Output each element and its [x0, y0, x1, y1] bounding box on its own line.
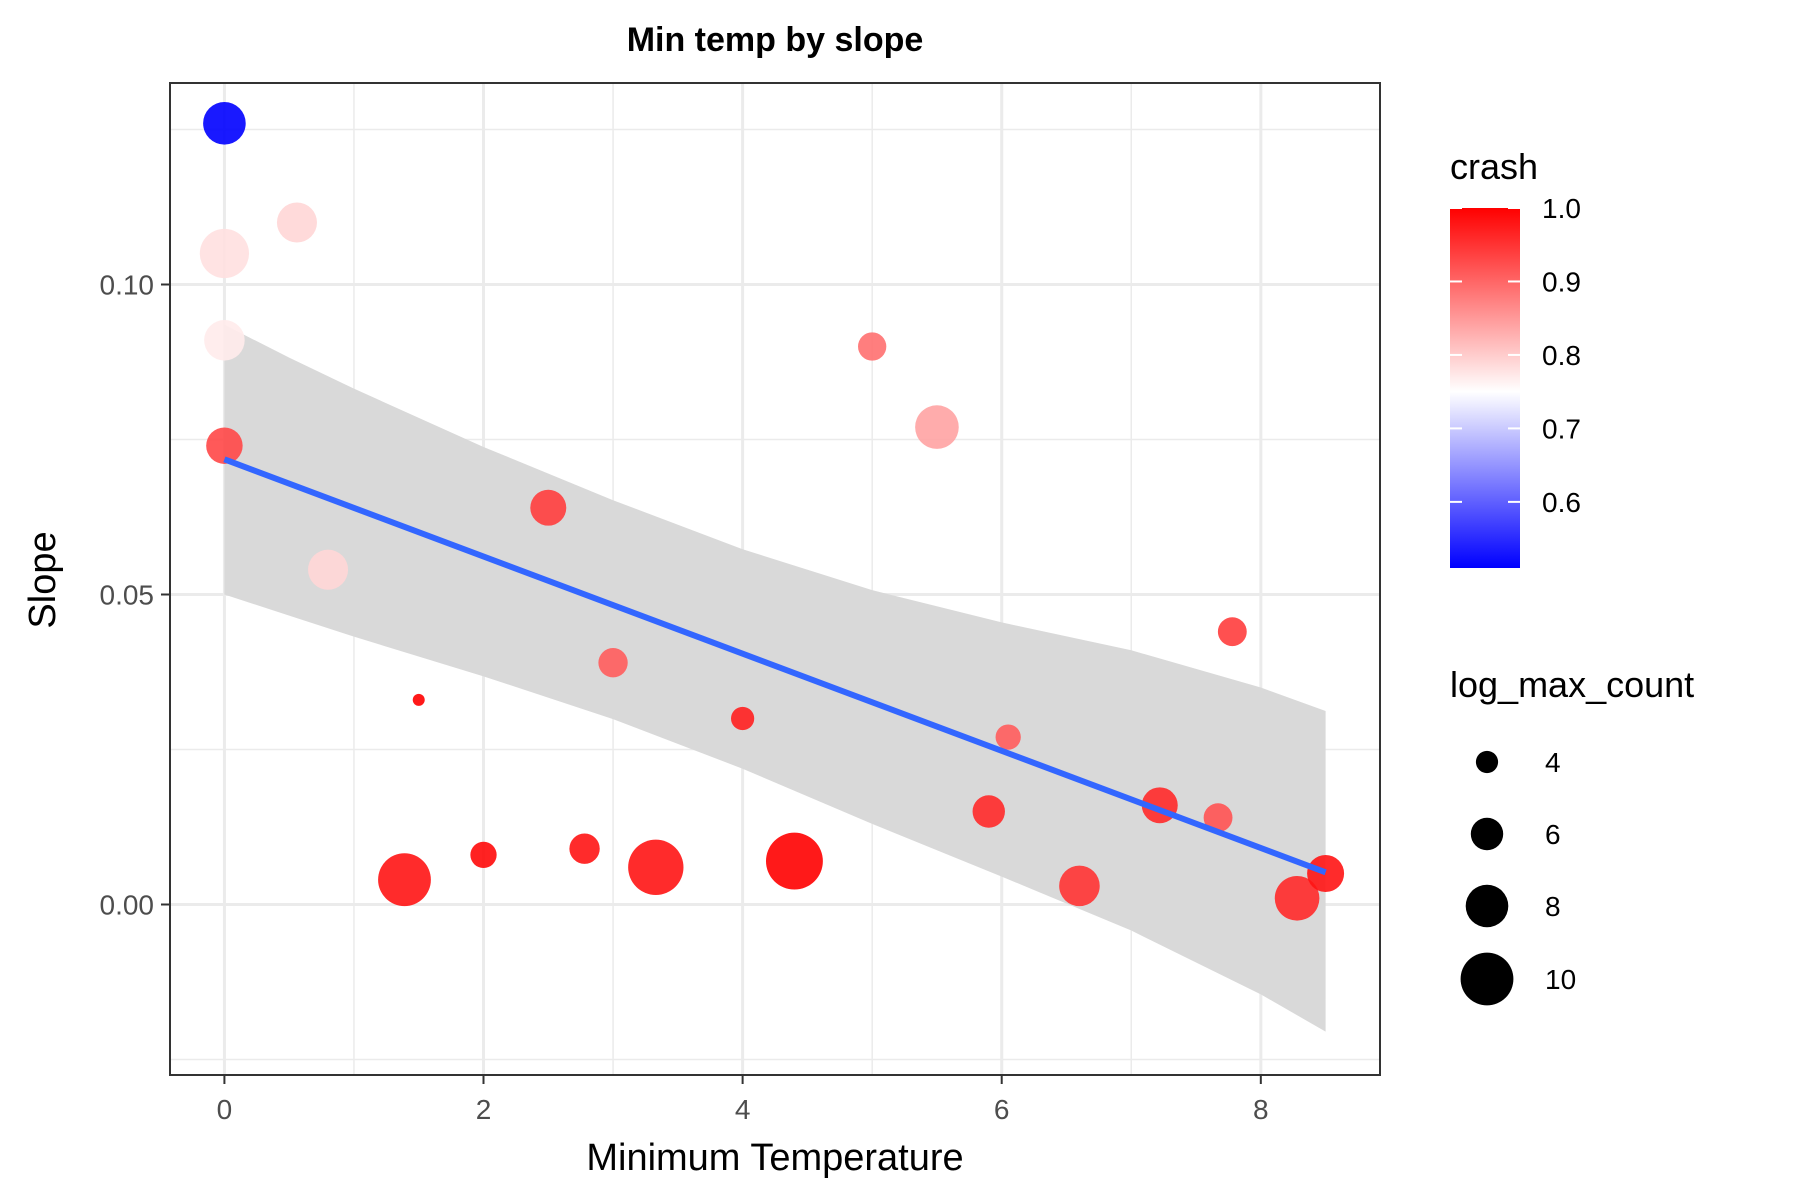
data-point: [199, 228, 250, 279]
color-legend-label: 1.0: [1542, 193, 1581, 224]
data-point: [203, 102, 246, 145]
data-point: [204, 320, 245, 361]
size-legend-symbol: [1460, 952, 1514, 1006]
size-legend-label: 8: [1545, 891, 1561, 922]
y-tick-label: 0.10: [100, 270, 155, 301]
regression-line-layer: [223, 456, 1327, 876]
color-legend: crash 1.0 0.9 0.8 0.7 0.6: [1450, 146, 1581, 568]
size-legend-label: 6: [1545, 819, 1561, 850]
x-axis-title: Minimum Temperature: [586, 1137, 963, 1179]
x-tick-label: 8: [1253, 1094, 1269, 1125]
size-legend-label: 4: [1545, 747, 1561, 778]
chart-title: Min temp by slope: [627, 21, 924, 59]
y-tick-label: 0.05: [100, 580, 155, 611]
data-point: [470, 841, 497, 869]
y-axis: 0.00 0.05 0.10: [100, 270, 170, 921]
data-point: [1059, 865, 1100, 907]
data-point: [1217, 617, 1247, 647]
size-legend-symbol: [1475, 750, 1499, 774]
size-legend-title: log_max_count: [1450, 664, 1694, 705]
x-tick-label: 4: [735, 1094, 751, 1125]
color-legend-label: 0.8: [1542, 340, 1581, 371]
x-tick-label: 2: [476, 1094, 492, 1125]
size-legend-symbol: [1465, 884, 1509, 928]
data-point: [598, 648, 628, 678]
confidence-band-layer: [224, 324, 1326, 1032]
data-point: [858, 332, 887, 361]
regression-line: [223, 456, 1327, 876]
color-legend-label: 0.7: [1542, 413, 1581, 444]
data-point: [378, 853, 431, 907]
data-point: [569, 833, 600, 864]
color-legend-title: crash: [1450, 146, 1538, 187]
color-legend-label: 0.6: [1542, 487, 1581, 518]
size-legend-label: 10: [1545, 964, 1576, 995]
data-point: [1203, 803, 1233, 833]
data-point: [1274, 875, 1320, 921]
x-tick-label: 6: [994, 1094, 1010, 1125]
size-legend: log_max_count 4 6 8 10: [1450, 664, 1694, 1006]
data-point: [731, 706, 755, 731]
y-tick-label: 0.00: [100, 890, 155, 921]
color-legend-bar: [1450, 208, 1520, 568]
confidence-band: [224, 324, 1326, 1032]
data-point: [412, 693, 425, 706]
color-legend-label: 0.9: [1542, 266, 1581, 297]
data-point: [972, 795, 1005, 828]
data-point: [1307, 855, 1345, 892]
data-point: [765, 832, 823, 890]
data-point: [628, 839, 684, 895]
data-point: [915, 405, 959, 449]
x-axis: 0 2 4 6 8: [217, 1075, 1269, 1125]
size-legend-items: 4 6 8 10: [1460, 747, 1576, 1006]
data-point: [276, 202, 317, 243]
y-axis-title: Slope: [22, 531, 64, 628]
data-point: [206, 427, 243, 464]
color-legend-ticks: 1.0 0.9 0.8 0.7 0.6: [1450, 193, 1581, 518]
x-tick-label: 0: [217, 1094, 233, 1125]
data-point: [995, 724, 1021, 750]
data-point: [530, 489, 567, 526]
plot-panel-border: [169, 82, 1381, 1076]
size-legend-symbol: [1470, 817, 1504, 851]
data-point: [308, 549, 349, 590]
